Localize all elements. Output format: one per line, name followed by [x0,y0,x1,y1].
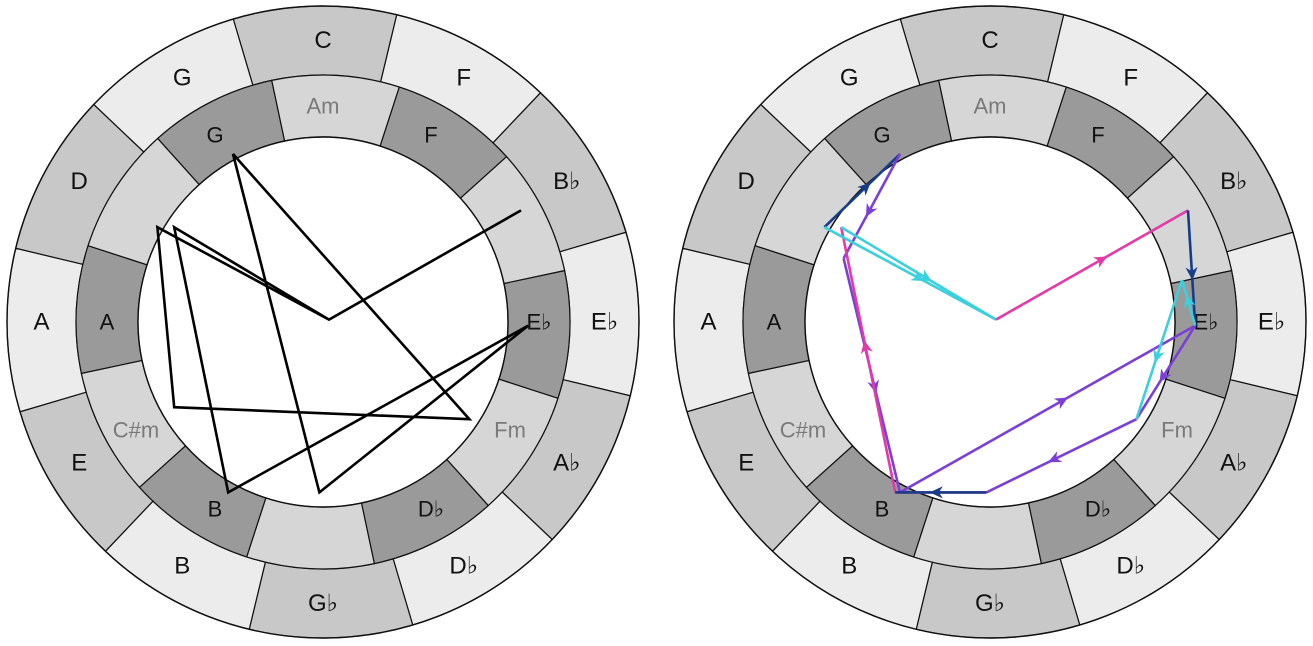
arrowhead [929,486,943,499]
inner-key-label: G [206,122,223,147]
outer-key-label: G [173,65,192,92]
arrowhead [860,340,873,355]
outer-key-label: D [738,168,755,195]
arrowhead [1159,368,1172,383]
arrowhead [1092,256,1108,268]
inner-segment-6 [245,497,376,570]
outer-key-label: A [700,309,716,336]
inner-key-label: A [100,310,115,335]
progression-path [155,153,530,495]
inner-key-label: E♭ [1193,310,1218,335]
circle-of-fifths-left: C F B♭ E♭ A♭ D♭ G♭ B E A D G Am F E♭ Fm D♭ B C#m A G [6,5,640,639]
arrowhead [1183,294,1196,309]
outer-key-label: E [71,449,87,476]
arrowhead [1153,348,1165,363]
progression-segment-10 [995,209,1189,321]
inner-key-label: Fm [494,418,526,443]
outer-key-label: D♭ [1116,552,1145,579]
outer-key-label: G [840,65,859,92]
progression-segment-1 [842,153,902,260]
outer-border [673,5,1307,639]
outer-key-label: E [738,449,754,476]
center-disc [804,136,1176,508]
outer-key-label: A [33,309,49,336]
outer-key-label: G♭ [975,590,1005,617]
outer-key-label: A♭ [1220,449,1247,476]
inner-key-label: F [424,122,437,147]
inner-key-label: Am [974,94,1007,119]
inner-key-label: D♭ [418,497,444,522]
arrowhead [1053,397,1069,410]
outer-key-label: F [1123,65,1138,92]
arrowhead [857,182,871,196]
inner-key-label: C#m [780,418,826,443]
inner-key-label: Am [307,94,340,119]
progression-segment-13 [1135,279,1184,420]
inner-key-label: G [873,122,890,147]
outer-key-label: B♭ [1220,168,1247,195]
progression-segment-0 [823,153,901,229]
outer-key-label: A♭ [553,449,580,476]
outer-key-label: F [456,65,471,92]
inner-key-label: C#m [113,418,159,443]
outer-key-label: D [71,168,88,195]
inner-key-label: Fm [1161,418,1193,443]
inner-key-label: B [208,497,223,522]
progression-segment-11 [1186,210,1197,326]
progression-segment-9 [823,226,997,321]
arrowhead [865,202,878,218]
arrowhead [1048,451,1063,463]
arrowhead [910,269,925,282]
outer-key-label: C [981,27,998,54]
outer-border [6,5,640,639]
outer-key-label: B [174,552,190,579]
progression-segment-5 [985,418,1137,494]
inner-segment-6 [912,497,1043,570]
outer-key-label: G♭ [308,590,338,617]
circle-of-fifths-right: C F B♭ E♭ A♭ D♭ G♭ B E A D G Am F E♭ Fm D♭ B C#m A G [673,5,1307,639]
inner-key-label: B [875,497,890,522]
inner-key-label: A [767,310,782,335]
outer-key-label: B [841,552,857,579]
center-disc [137,136,509,508]
progression-segment-7 [839,226,897,493]
progression-segment-4 [1135,324,1197,420]
inner-key-label: E♭ [526,310,551,335]
outer-key-label: E♭ [1258,309,1285,336]
outer-key-label: E♭ [591,309,618,336]
outer-key-label: D♭ [449,552,478,579]
progression-segment-3 [899,324,1196,494]
outer-key-label: B♭ [553,168,580,195]
inner-key-label: F [1091,122,1104,147]
outer-key-label: C [314,27,331,54]
inner-key-label: D♭ [1085,497,1111,522]
arrowhead [1185,266,1198,281]
